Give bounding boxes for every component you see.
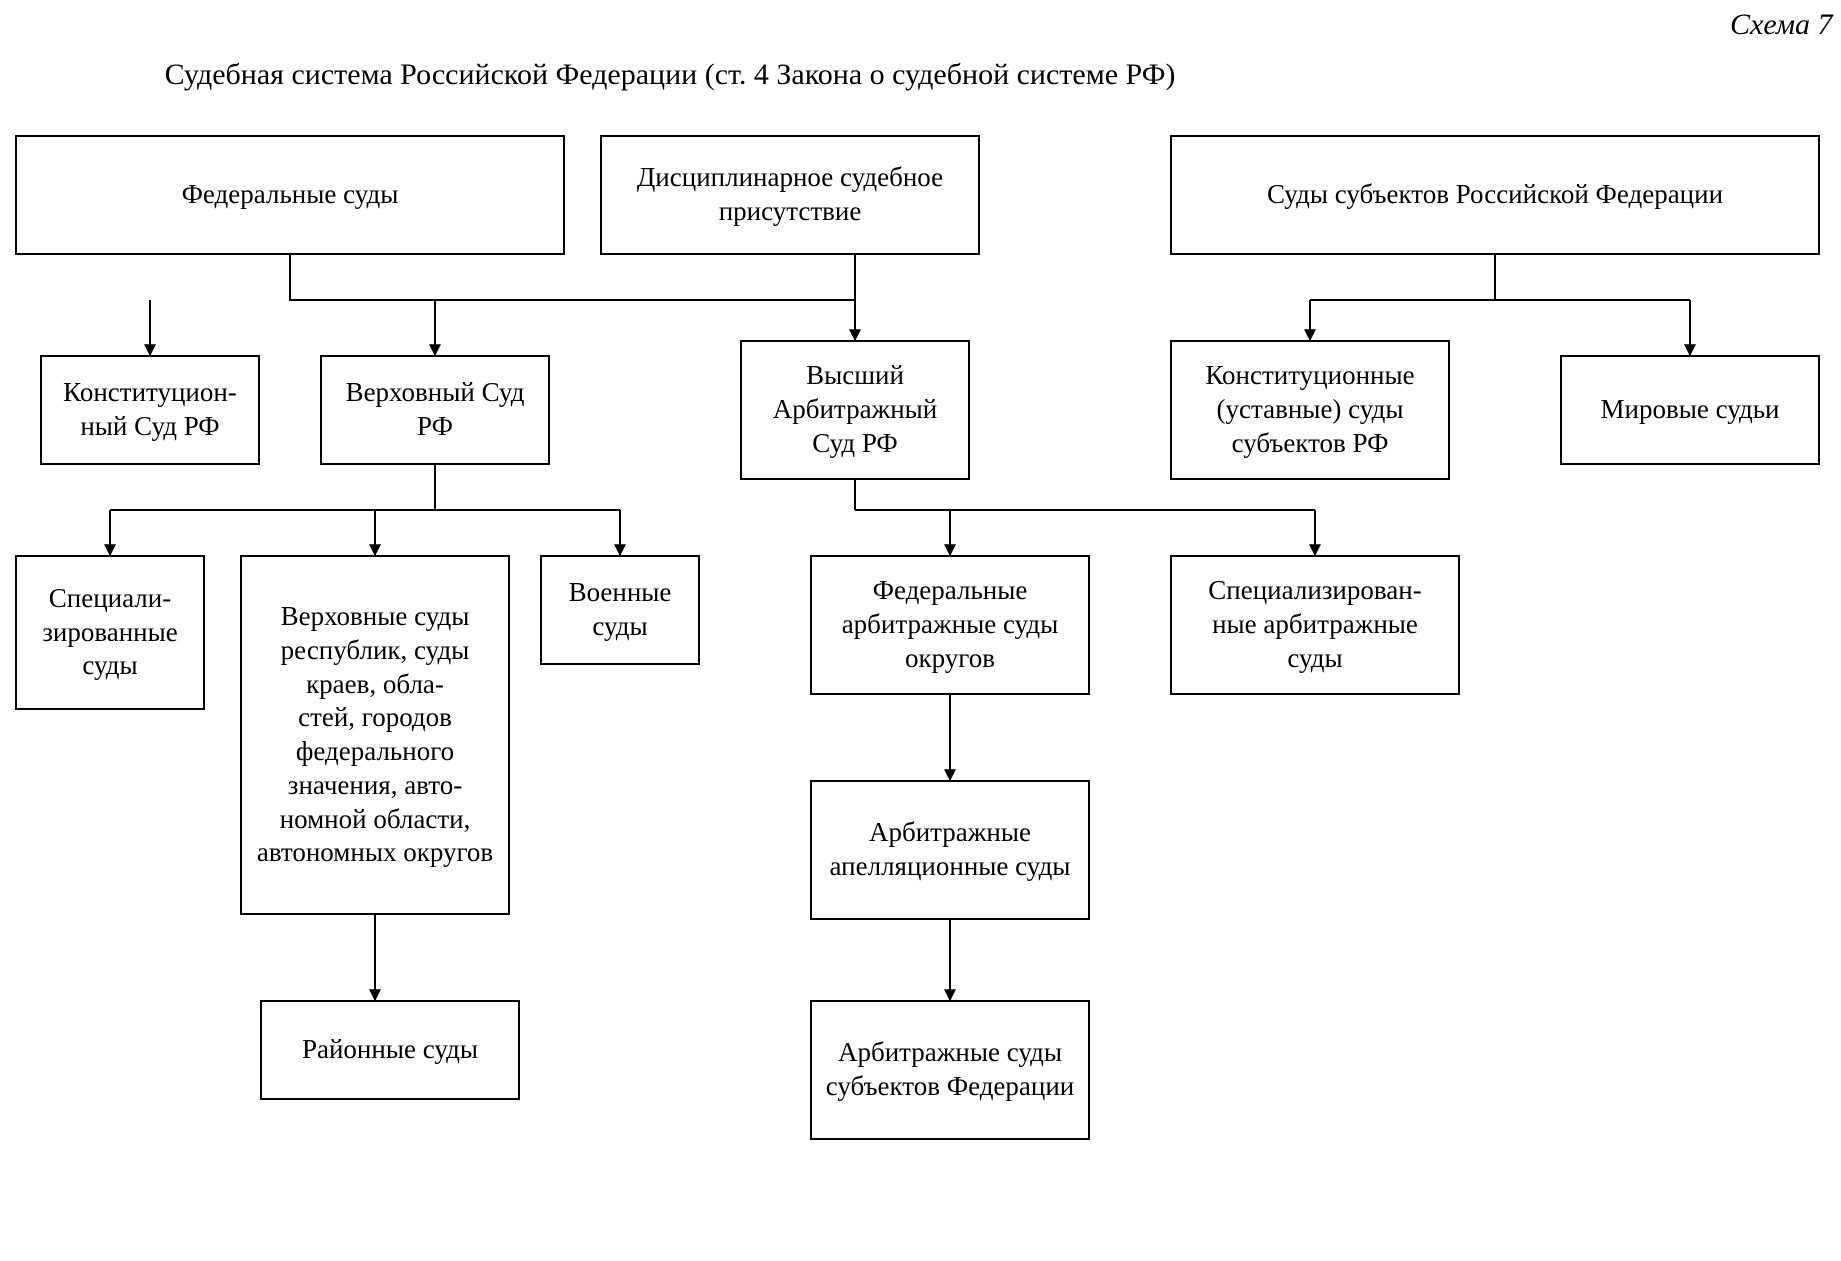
node-label: Арбитражные апелляционные суды	[812, 810, 1088, 890]
node-label: Специали-зированные суды	[17, 576, 203, 689]
node-military: Военные суды	[540, 555, 700, 665]
edge	[290, 255, 855, 300]
node-rep-courts: Верховные суды республик, суды краев, об…	[240, 555, 510, 915]
node-label: Специализирован-ные арбитражные суды	[1172, 568, 1458, 681]
node-label: Мировые судьи	[1562, 387, 1818, 433]
node-label: Дисциплинарное судебное присутствие	[602, 155, 978, 235]
diagram-title-text: Судебная система Российской Федерации (с…	[165, 58, 1176, 91]
node-label: Арбитражные суды субъектов Федерации	[812, 1030, 1088, 1110]
node-supreme-rf: Верховный Суд РФ	[320, 355, 550, 465]
node-label: Федеральные арбитражные суды округов	[812, 568, 1088, 681]
node-label: Районные суды	[262, 1027, 518, 1073]
node-spec-arb: Специализирован-ные арбитражные суды	[1170, 555, 1460, 695]
node-subjects: Суды субъектов Российской Федерации	[1170, 135, 1820, 255]
node-label: Верховный Суд РФ	[322, 370, 548, 450]
node-arb-subj: Арбитражные суды субъектов Федерации	[810, 1000, 1090, 1140]
node-label: Суды субъектов Российской Федерации	[1172, 172, 1818, 218]
node-magistrates: Мировые судьи	[1560, 355, 1820, 465]
node-label: Высший Арбитражный Суд РФ	[742, 353, 968, 466]
node-label: Верховные суды республик, суды краев, об…	[242, 594, 508, 876]
node-disciplinary: Дисциплинарное судебное присутствие	[600, 135, 980, 255]
node-district: Районные суды	[260, 1000, 520, 1100]
node-label: Федеральные суды	[17, 172, 563, 218]
node-federal: Федеральные суды	[15, 135, 565, 255]
node-arb-appeal: Арбитражные апелляционные суды	[810, 780, 1090, 920]
scheme-label-text: Схема 7	[1730, 8, 1833, 41]
diagram-title: Судебная система Российской Федерации (с…	[120, 58, 1220, 92]
node-supreme-arb: Высший Арбитражный Суд РФ	[740, 340, 970, 480]
scheme-label: Схема 7	[1730, 8, 1833, 42]
node-label: Военные суды	[542, 570, 698, 650]
node-specialized: Специали-зированные суды	[15, 555, 205, 710]
node-fed-arb-okrug: Федеральные арбитражные суды округов	[810, 555, 1090, 695]
diagram-canvas: Схема 7 Судебная система Российской Феде…	[0, 0, 1841, 1261]
node-const-subj: Конституционные (уставные) суды субъекто…	[1170, 340, 1450, 480]
node-const-rf: Конституцион-ный Суд РФ	[40, 355, 260, 465]
node-label: Конституционные (уставные) суды субъекто…	[1172, 353, 1448, 466]
node-label: Конституцион-ный Суд РФ	[42, 370, 258, 450]
